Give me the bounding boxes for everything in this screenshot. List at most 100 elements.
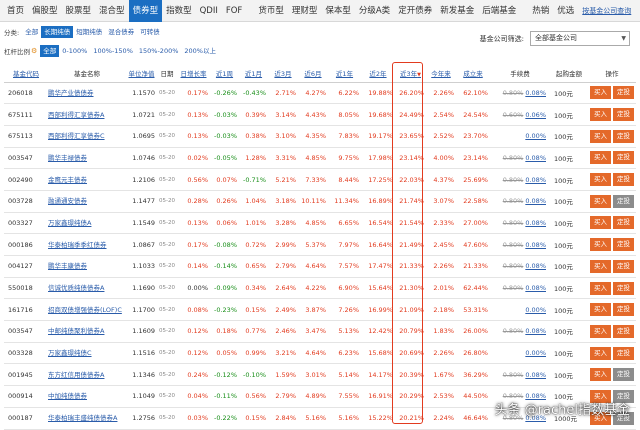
buy-button[interactable]: 买入	[590, 368, 611, 382]
fee-discount-link[interactable]: 0.06%	[525, 110, 546, 119]
column-header-10[interactable]: 近2年	[361, 65, 395, 83]
nav-tab-13[interactable]: 新发基金	[440, 5, 475, 16]
plan-button[interactable]: 定投	[613, 281, 634, 295]
plan-button[interactable]: 定投	[613, 389, 634, 403]
column-header-8[interactable]: 近6月	[298, 65, 328, 83]
fee-discount-link[interactable]: 0.08%	[525, 218, 546, 227]
fund-name-link[interactable]: 鹏华产业债债券	[48, 82, 126, 105]
fee-discount-link[interactable]: 0.08%	[525, 370, 546, 379]
nav-tab-16[interactable]: 优选	[557, 5, 575, 16]
buy-button[interactable]: 买入	[590, 194, 611, 208]
plan-button[interactable]: 定投	[613, 324, 634, 338]
nav-tab-11[interactable]: 分级A类	[358, 5, 391, 16]
nav-tab-4[interactable]: 债券型	[128, 0, 163, 22]
fee-discount-link[interactable]: 0.00%	[525, 349, 546, 358]
fee-discount-link[interactable]: 0.08%	[525, 262, 546, 271]
buy-button[interactable]: 买入	[590, 129, 611, 143]
fund-name-link[interactable]: 东方红信用债债券A	[48, 363, 126, 387]
fund-name-link[interactable]: 西部利得汇享债券A	[48, 103, 126, 126]
fee-discount-link[interactable]: 0.08%	[525, 197, 546, 206]
nav-tab-10[interactable]: 保本型	[325, 5, 351, 16]
column-header-5[interactable]: 近1周	[210, 65, 239, 83]
fund-name-link[interactable]: 招商双债增强债券(LOF)C	[48, 298, 126, 322]
category-option-1[interactable]: 长期纯债	[41, 26, 74, 38]
fund-name-link[interactable]: 华泰柏瑞丰盛纯债债券A	[48, 407, 126, 430]
leverage-option-2[interactable]: 100%-150%	[93, 47, 133, 55]
buy-button[interactable]: 买入	[590, 324, 611, 338]
fund-name-link[interactable]: 万家鑫璟纯债C	[48, 342, 126, 365]
leverage-option-1[interactable]: 0-100%	[62, 47, 88, 55]
fund-name-link[interactable]: 万家鑫璟纯债A	[48, 212, 126, 235]
buy-button[interactable]: 买入	[590, 259, 611, 273]
plan-button[interactable]: 定投	[613, 259, 634, 273]
plan-button[interactable]: 定投	[613, 238, 634, 252]
fund-name-link[interactable]: 信诚优质纯债债券A	[48, 277, 126, 300]
plan-button[interactable]: 定投	[613, 173, 634, 187]
nav-tab-2[interactable]: 股票型	[65, 5, 92, 16]
fee-discount-link[interactable]: 0.00%	[525, 305, 546, 314]
fund-name-link[interactable]: 金鹰元丰债券	[48, 168, 126, 191]
plan-button[interactable]: 定投	[613, 129, 634, 143]
fund-name-link[interactable]: 中加纯债债券	[48, 385, 126, 408]
leverage-option-4[interactable]: 200%以上	[184, 47, 216, 55]
column-header-7[interactable]: 近3月	[268, 65, 298, 83]
company-select[interactable]: 全部基金公司 ▼	[530, 31, 630, 46]
fee-discount-link[interactable]: 0.08%	[525, 392, 546, 401]
nav-tab-3[interactable]: 混合型	[99, 5, 125, 16]
buy-button[interactable]: 买入	[590, 389, 611, 403]
nav-tab-15[interactable]: 热销	[532, 5, 550, 16]
buy-button[interactable]: 买入	[590, 216, 611, 230]
fee-discount-link[interactable]: 0.08%	[525, 153, 546, 162]
column-header-12[interactable]: 今年来	[426, 65, 456, 83]
fee-discount-link[interactable]: 0.08%	[525, 88, 546, 97]
category-option-0[interactable]: 全部	[25, 28, 39, 36]
plan-button[interactable]: 定投	[613, 108, 634, 122]
fee-discount-link[interactable]: 0.08%	[525, 240, 546, 249]
buy-button[interactable]: 买入	[590, 303, 611, 317]
column-header-13[interactable]: 成立来	[456, 65, 490, 83]
category-option-3[interactable]: 混合债券	[108, 28, 135, 36]
nav-tab-7[interactable]: FOF	[225, 5, 243, 16]
nav-tab-0[interactable]: 首页	[7, 5, 25, 16]
buy-button[interactable]: 买入	[590, 173, 611, 187]
nav-tab-12[interactable]: 定开债券	[398, 5, 433, 16]
plan-button[interactable]: 定投	[613, 151, 634, 165]
plan-button[interactable]: 定投	[613, 411, 634, 425]
nav-tab-5[interactable]: 指数型	[166, 5, 192, 16]
nav-tab-8[interactable]: 货币型	[258, 5, 284, 16]
buy-button[interactable]: 买入	[590, 411, 611, 425]
nav-tab-9[interactable]: 理财型	[291, 5, 318, 16]
fee-discount-link[interactable]: 0.08%	[525, 414, 546, 423]
fee-discount-link[interactable]: 0.08%	[525, 175, 546, 184]
column-header-2[interactable]: 单位净值	[126, 65, 157, 83]
category-option-2[interactable]: 短期纯债	[76, 28, 103, 36]
buy-button[interactable]: 买入	[590, 238, 611, 252]
plan-button[interactable]: 定投	[613, 346, 634, 360]
plan-button[interactable]: 定投	[613, 303, 634, 317]
category-option-4[interactable]: 可转债	[140, 28, 160, 36]
column-header-0[interactable]: 基金代码	[4, 65, 48, 83]
column-header-4[interactable]: 日增长率	[177, 65, 210, 83]
buy-button[interactable]: 买入	[590, 86, 611, 100]
fund-name-link[interactable]: 西部利得汇享债券C	[48, 125, 126, 148]
buy-button[interactable]: 买入	[590, 108, 611, 122]
plan-button[interactable]: 定投	[613, 86, 634, 100]
leverage-option-3[interactable]: 150%-200%	[138, 47, 179, 55]
nav-tab-6[interactable]: QDII	[199, 5, 218, 16]
column-header-6[interactable]: 近1月	[239, 65, 268, 83]
fund-name-link[interactable]: 鹏华丰康债券	[48, 255, 126, 278]
buy-button[interactable]: 买入	[590, 151, 611, 165]
company-query-link[interactable]: 按基金公司查询	[582, 6, 632, 15]
fund-name-link[interactable]: 中邮纯债聚利债券A	[48, 320, 126, 343]
fund-name-link[interactable]: 华泰柏瑞季季红债券	[48, 233, 126, 256]
gear-icon[interactable]: ⚙	[31, 47, 38, 55]
plan-button[interactable]: 定投	[613, 368, 634, 382]
nav-tab-14[interactable]: 后端基金	[482, 5, 517, 16]
column-header-9[interactable]: 近1年	[328, 65, 361, 83]
nav-tab-1[interactable]: 偏股型	[32, 5, 58, 16]
fund-name-link[interactable]: 融通通安债券	[48, 190, 126, 213]
buy-button[interactable]: 买入	[590, 346, 611, 360]
buy-button[interactable]: 买入	[590, 281, 611, 295]
column-header-11[interactable]: 近3年▼	[395, 65, 426, 83]
fee-discount-link[interactable]: 0.00%	[525, 132, 546, 141]
